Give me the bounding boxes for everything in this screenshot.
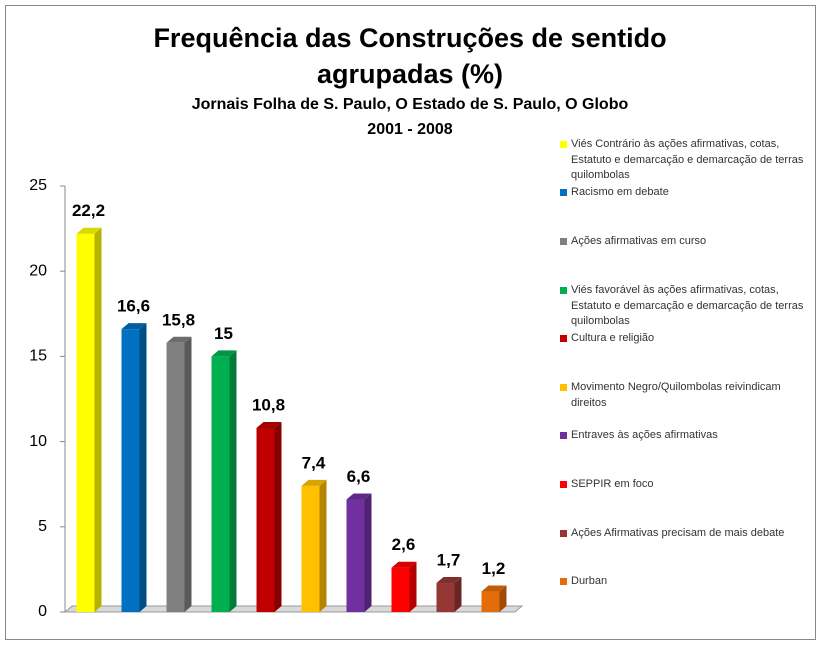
data-label: 6,6 <box>347 467 371 486</box>
legend-swatch <box>560 432 567 439</box>
legend-label: Movimento Negro/Quilombolas reivindicam … <box>571 381 781 409</box>
bar-top <box>166 336 192 343</box>
bar-side <box>499 585 507 612</box>
legend-item: Viés favorável às ações afirmativas, cot… <box>560 283 810 330</box>
legend-item: Entraves às ações afirmativas <box>560 428 810 444</box>
legend-item: Racismo em debate <box>560 185 810 201</box>
bar-top <box>391 561 417 568</box>
legend-label: Cultura e religião <box>571 332 655 344</box>
y-tick-label: 10 <box>29 433 47 450</box>
bar-side <box>139 323 147 612</box>
data-label: 1,7 <box>437 551 461 570</box>
y-tick-label: 15 <box>29 348 47 365</box>
bar <box>121 329 140 612</box>
data-label: 2,6 <box>392 535 416 554</box>
bar <box>211 356 230 612</box>
y-tick-label: 20 <box>29 262 47 279</box>
bar-top <box>436 577 462 584</box>
legend-swatch <box>560 384 567 391</box>
legend-label: SEPPIR em foco <box>571 478 654 490</box>
y-tick-label: 0 <box>38 603 47 620</box>
bar-side <box>319 479 327 612</box>
legend-swatch <box>560 530 567 537</box>
bar-side <box>454 577 462 612</box>
data-label: 16,6 <box>117 297 150 316</box>
bar <box>346 499 365 612</box>
legend-label: Ações Afirmativas precisam de mais debat… <box>571 527 785 539</box>
bar <box>301 485 320 612</box>
legend-label: Viés favorável às ações afirmativas, cot… <box>571 284 804 327</box>
bar <box>481 591 500 612</box>
data-label: 10,8 <box>252 395 285 414</box>
legend-swatch <box>560 287 567 294</box>
bar-top <box>256 421 282 428</box>
bar-top <box>121 323 147 330</box>
bar-side <box>364 493 372 612</box>
data-label: 15 <box>214 324 233 343</box>
legend-item: Movimento Negro/Quilombolas reivindicam … <box>560 380 810 411</box>
chart-frame <box>5 5 816 640</box>
legend-swatch <box>560 189 567 196</box>
y-tick-label: 5 <box>38 518 47 535</box>
data-label: 1,2 <box>482 559 506 578</box>
bar-top <box>76 227 102 234</box>
y-tick-label: 25 <box>29 177 47 194</box>
legend-swatch <box>560 141 567 148</box>
legend-swatch <box>560 481 567 488</box>
bar-side <box>94 227 102 612</box>
legend-item: Viés Contrário às ações afirmativas, cot… <box>560 137 810 184</box>
legend-label: Racismo em debate <box>571 186 669 198</box>
bar <box>256 427 275 612</box>
legend-label: Durban <box>571 575 608 587</box>
bar-top <box>211 350 237 357</box>
bar <box>436 583 455 612</box>
chart-period: 2001 - 2008 <box>367 121 453 138</box>
legend-item: SEPPIR em foco <box>560 477 810 493</box>
bar-side <box>229 350 237 612</box>
bar-side <box>274 421 282 612</box>
data-label: 15,8 <box>162 310 195 329</box>
bar <box>76 233 95 612</box>
legend-swatch <box>560 238 567 245</box>
legend-swatch <box>560 335 567 342</box>
legend-item: Ações Afirmativas precisam de mais debat… <box>560 526 810 542</box>
legend-label: Ações afirmativas em curso <box>571 235 707 247</box>
bar <box>166 342 185 612</box>
legend-item: Ações afirmativas em curso <box>560 234 810 250</box>
bar-top <box>301 479 327 486</box>
chart-subtitle: Jornais Folha de S. Paulo, O Estado de S… <box>191 96 629 113</box>
legend-label: Viés Contrário às ações afirmativas, cot… <box>571 138 804 181</box>
bar-top <box>481 585 507 592</box>
bar-side <box>409 561 417 612</box>
legend-label: Entraves às ações afirmativas <box>571 429 718 441</box>
legend-swatch <box>560 578 567 585</box>
chart-title: Frequência das Construções de sentido ag… <box>153 23 667 89</box>
data-label: 7,4 <box>302 453 326 472</box>
bar-top <box>346 493 372 500</box>
bar-side <box>184 336 192 612</box>
legend-item: Cultura e religião <box>560 331 810 347</box>
legend-item: Durban <box>560 574 810 590</box>
data-label: 22,2 <box>72 201 105 220</box>
bar <box>391 567 410 612</box>
